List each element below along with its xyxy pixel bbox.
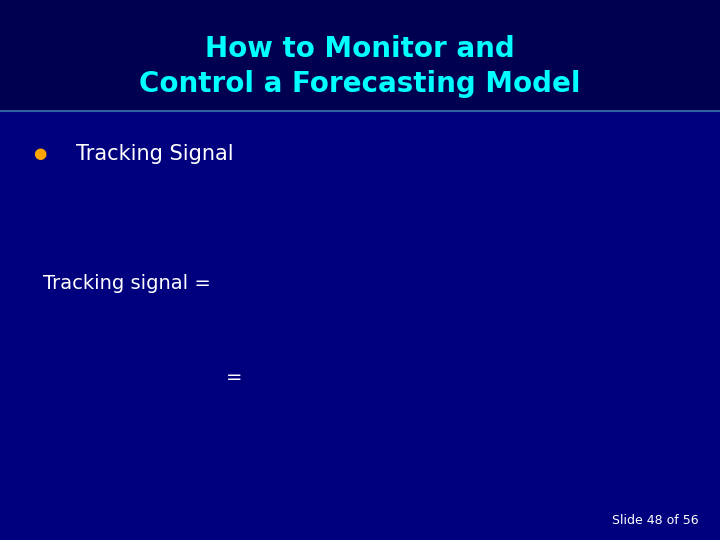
Text: Tracking signal =: Tracking signal =: [43, 274, 211, 293]
Text: $\mathit{\Sigma}$(Actual demand - Forecast demand$_t$): $\mathit{\Sigma}$(Actual demand - Foreca…: [317, 235, 634, 256]
Text: How to Monitor and: How to Monitor and: [205, 35, 515, 63]
Text: ●: ●: [33, 146, 46, 161]
Text: $\mathit{\Sigma}$(A$_t$ - F$_t$): $\mathit{\Sigma}$(A$_t$ - F$_t$): [363, 345, 429, 363]
Text: MAD: MAD: [456, 285, 495, 303]
Text: MAD: MAD: [379, 395, 413, 410]
Text: =: =: [226, 368, 242, 388]
Text: Slide 48 of 56: Slide 48 of 56: [612, 514, 698, 526]
Text: Control a Forecasting Model: Control a Forecasting Model: [139, 70, 581, 98]
Bar: [0, 0, 720, 111]
Text: Tracking Signal: Tracking Signal: [76, 144, 233, 164]
